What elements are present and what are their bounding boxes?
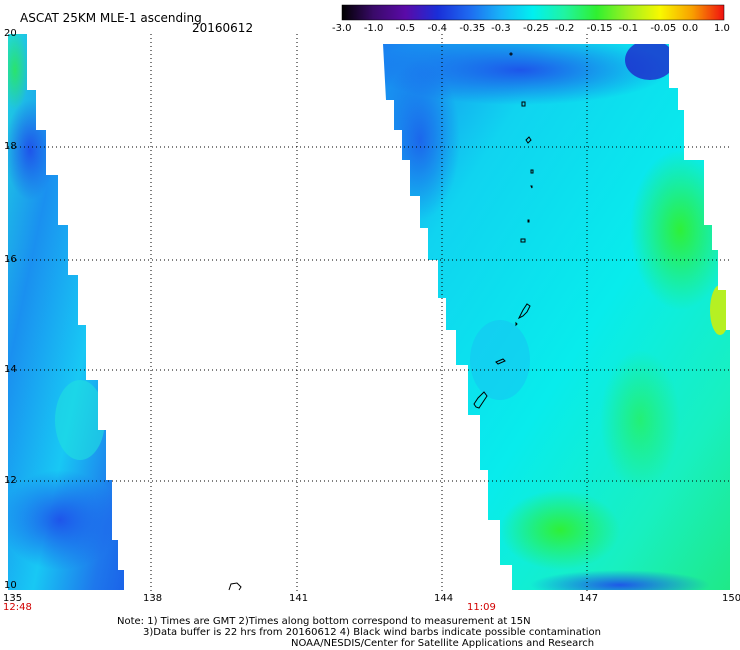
- y-tick-label: 14: [4, 364, 17, 375]
- colorbar-strip: [341, 4, 725, 21]
- y-tick-label: 16: [4, 254, 17, 265]
- note-line-2: 3)Data buffer is 22 hrs from 20160612 4)…: [143, 627, 601, 638]
- lat-lon-grid: [8, 34, 732, 592]
- note-line-1: Note: 1) Times are GMT 2)Times along bot…: [117, 616, 531, 627]
- x-tick-label: 144: [434, 593, 454, 604]
- swath-time-left: 12:48: [3, 602, 32, 613]
- y-tick-label: 18: [4, 141, 17, 152]
- x-tick-label: 141: [289, 593, 309, 604]
- colorbar-tick-label: 1.0: [714, 23, 730, 34]
- x-tick-label: 135: [3, 593, 23, 604]
- y-tick-label: 10: [4, 580, 17, 591]
- colorbar-tick-label: 0.0: [682, 23, 699, 34]
- colorbar-tick-label: -0.4: [427, 23, 448, 34]
- colorbar-tick-label: -3.0: [332, 23, 352, 34]
- island-outlines: [228, 52, 534, 591]
- colorbar-tick-label: -1.0: [363, 23, 384, 34]
- y-tick-label: 12: [4, 475, 17, 486]
- y-tick-label: 20: [4, 28, 17, 39]
- colorbar-tick-label: -0.3: [491, 23, 511, 34]
- colorbar-tick-label: -0.1: [618, 23, 639, 34]
- colorbar-tick-label: -0.35: [459, 23, 486, 34]
- x-tick-label: 138: [143, 593, 163, 604]
- colorbar-tick-label: -0.2: [554, 23, 575, 34]
- colorbar-tick-label: -0.15: [586, 23, 613, 34]
- swath-time-right: 11:09: [467, 602, 496, 613]
- colorbar-tick-label: -0.25: [523, 23, 549, 34]
- map-title: ASCAT 25KM MLE-1 ascending: [20, 11, 202, 25]
- map-date: 20160612: [192, 21, 254, 35]
- colorbar: [341, 4, 725, 21]
- note-line-3: NOAA/NESDIS/Center for Satellite Applica…: [291, 638, 595, 649]
- left-swath: [8, 34, 124, 590]
- colorbar-tick-label: -0.5: [395, 23, 416, 34]
- right-swath: [383, 44, 730, 590]
- x-tick-label: 147: [579, 593, 599, 604]
- x-tick-label: 150: [722, 593, 740, 604]
- colorbar-tick-label: -0.05: [650, 23, 677, 34]
